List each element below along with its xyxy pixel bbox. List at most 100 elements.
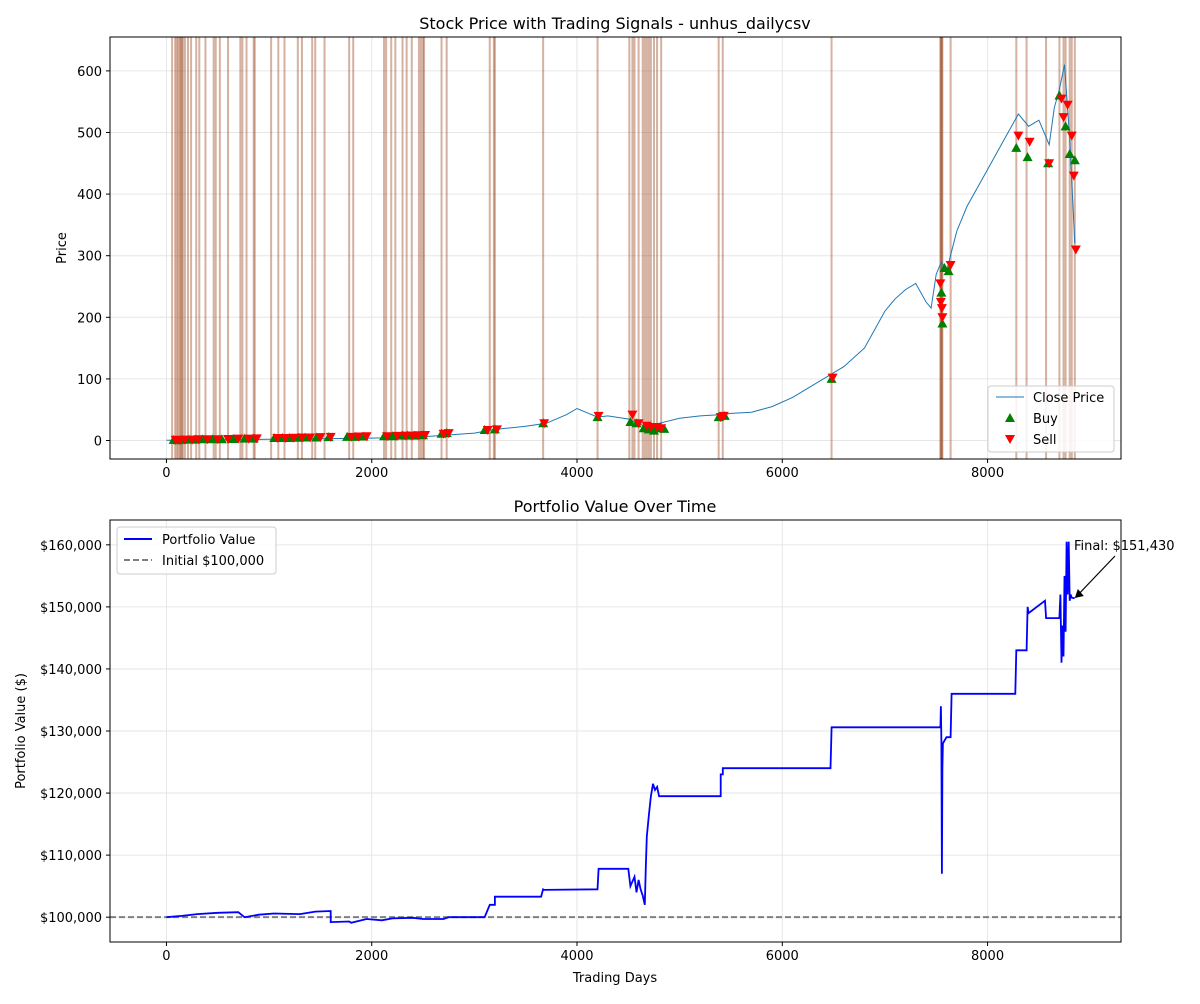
- price-legend-box: [987, 385, 1115, 453]
- price-ytick-label: 400: [77, 188, 102, 203]
- price-ytick-label: 300: [77, 250, 102, 265]
- sell-marker: [1024, 137, 1035, 147]
- sell-marker: [361, 432, 372, 442]
- buy-marker: [1064, 149, 1075, 159]
- price-ytick-label: 600: [77, 65, 102, 80]
- price-ytick-label: 500: [77, 126, 102, 141]
- buy-marker: [648, 425, 659, 435]
- buy-marker: [387, 431, 398, 441]
- portfolio-ytick-label: $100,000: [40, 911, 102, 926]
- sell-marker: [633, 419, 644, 429]
- buy-marker: [1069, 155, 1080, 165]
- sell-marker: [443, 429, 454, 439]
- price-ytick-label: 100: [77, 373, 102, 388]
- price-xtick-label: 0: [162, 466, 170, 481]
- sell-marker: [315, 433, 326, 443]
- legend-close-price: Close Price: [1033, 391, 1104, 406]
- buy-marker: [1060, 121, 1071, 131]
- buy-marker: [625, 417, 636, 427]
- portfolio-chart-grid: [110, 520, 1121, 942]
- sell-marker: [251, 434, 262, 444]
- sell-marker: [935, 279, 946, 289]
- legend-buy-marker: [1005, 413, 1015, 422]
- sell-marker: [400, 431, 411, 441]
- price-xtick-label: 4000: [560, 466, 593, 481]
- sell-marker: [179, 435, 190, 445]
- annotation-arrow-line: [1077, 555, 1116, 596]
- sell-marker: [1070, 245, 1081, 255]
- sell-marker: [718, 411, 729, 421]
- sell-signals: [170, 94, 1081, 445]
- sell-marker: [593, 411, 604, 421]
- sell-marker: [272, 434, 283, 444]
- buy-marker: [1011, 142, 1022, 152]
- sell-marker: [280, 434, 291, 444]
- sell-marker: [202, 435, 213, 445]
- sell-marker: [382, 432, 393, 442]
- portfolio-legend-box: [116, 526, 277, 575]
- sell-marker: [1062, 100, 1073, 110]
- price-xtick-label: 8000: [971, 466, 1004, 481]
- portfolio-xtick-label: 6000: [766, 949, 799, 964]
- portfolio-xtick-label: 0: [162, 949, 170, 964]
- final-value-annotation: Final: $151,430: [1074, 539, 1175, 599]
- portfolio-ytick-label: $120,000: [40, 787, 102, 802]
- portfolio-chart-title: Portfolio Value Over Time: [514, 497, 717, 516]
- legend-sell-marker: [1005, 435, 1015, 444]
- portfolio-xtick-label: 8000: [971, 949, 1004, 964]
- portfolio-ytick-label: $150,000: [40, 601, 102, 616]
- portfolio-value-line: [166, 541, 1075, 924]
- sell-marker: [1044, 159, 1055, 169]
- sell-marker: [187, 435, 198, 445]
- legend-initial-value: Initial $100,000: [162, 554, 264, 569]
- price-chart-frame: [109, 36, 1122, 460]
- sell-marker: [243, 434, 254, 444]
- portfolio-chart-xlabel: Trading Days: [572, 971, 657, 986]
- portfolio-chart-ticks: 0 2000 4000 6000 8000 $100,000 $110,000 $120,00…: [40, 539, 1004, 964]
- sell-marker: [353, 432, 364, 442]
- price-chart-ticks: 0 2000 4000 6000 8000 0 100 200 300 400 500 600: [77, 65, 1004, 481]
- sell-marker: [627, 410, 638, 420]
- sell-marker: [937, 313, 948, 323]
- sell-marker: [482, 426, 493, 436]
- legend-sell: Sell: [1033, 433, 1056, 448]
- price-chart-title: Stock Price with Trading Signals - unhus…: [419, 14, 811, 34]
- sell-marker: [827, 373, 838, 383]
- sell-marker: [1068, 171, 1079, 181]
- sell-marker: [412, 431, 423, 441]
- price-ytick-label: 0: [94, 435, 102, 450]
- portfolio-ytick-label: $130,000: [40, 725, 102, 740]
- sell-marker: [296, 433, 307, 443]
- price-chart-ylabel: Price: [55, 232, 70, 264]
- price-ytick-label: 200: [77, 311, 102, 326]
- price-xtick-label: 2000: [355, 466, 388, 481]
- portfolio-chart-ylabel: Portfolio Value ($): [14, 673, 29, 789]
- portfolio-chart: Portfolio Value Over Time Portfolio Valu…: [14, 497, 1175, 986]
- sell-marker: [346, 432, 357, 442]
- sell-marker: [392, 431, 403, 441]
- portfolio-chart-legend: Portfolio Value Initial $100,000: [116, 526, 277, 575]
- sell-marker: [539, 419, 550, 429]
- sell-marker: [1066, 131, 1077, 141]
- annotation-arrow-head: [1074, 589, 1084, 599]
- buy-marker: [943, 266, 954, 276]
- buy-marker: [937, 318, 948, 328]
- portfolio-chart-frame: [109, 519, 1122, 943]
- sell-marker: [936, 304, 947, 314]
- signal-bands: [171, 37, 1076, 459]
- sell-marker: [325, 432, 336, 442]
- sell-marker: [212, 435, 223, 445]
- portfolio-ytick-label: $140,000: [40, 663, 102, 678]
- legend-buy: Buy: [1033, 412, 1058, 427]
- portfolio-xtick-label: 2000: [355, 949, 388, 964]
- portfolio-value-series: [166, 541, 1075, 924]
- sell-marker: [935, 297, 946, 307]
- portfolio-ytick-label: $110,000: [40, 849, 102, 864]
- sell-marker: [420, 430, 431, 440]
- price-chart-grid: [110, 37, 1121, 459]
- sell-marker: [1056, 94, 1067, 104]
- legend-portfolio-value: Portfolio Value: [162, 533, 255, 548]
- sell-marker: [288, 433, 299, 443]
- portfolio-xtick-label: 4000: [560, 949, 593, 964]
